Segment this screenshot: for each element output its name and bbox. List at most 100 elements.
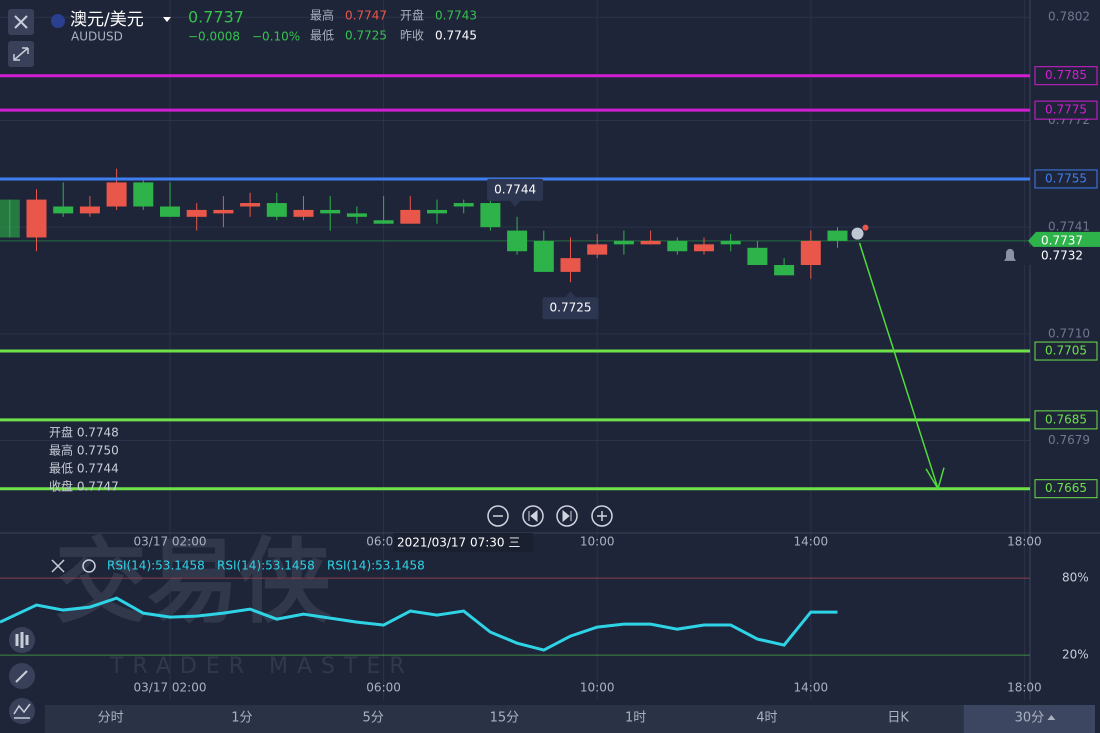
candle-body [266, 203, 287, 217]
annotation-pointer [510, 200, 521, 207]
price-tag-label: 0.7685 [1045, 412, 1087, 426]
symbol-name[interactable]: 澳元/美元 [70, 10, 144, 30]
legend-entry: RSI(14):53.1458 [327, 559, 425, 573]
x-tick-label: 03/17 02:00 [134, 535, 207, 549]
last-marker-dot [862, 224, 869, 231]
watermark-en: TRADER MASTER [109, 654, 414, 679]
tab[interactable]: 1分 [231, 711, 252, 726]
y-tick-label: 80% [1062, 571, 1089, 585]
candle-body [79, 206, 100, 214]
legend-entry: RSI(14):53.1458 [217, 559, 315, 573]
annotation-box [487, 178, 544, 201]
annotation-box [542, 297, 599, 320]
candle-body [373, 220, 394, 224]
candle-body [53, 206, 74, 214]
alert-bell[interactable] [1004, 248, 1016, 261]
candle-body [160, 206, 180, 217]
last-price-tag [1028, 231, 1100, 250]
tab[interactable]: 5分 [362, 711, 383, 726]
candle-body [293, 209, 314, 217]
candle-body [480, 203, 501, 228]
price-tag [1034, 410, 1098, 430]
candle-body [694, 244, 714, 252]
tab[interactable]: 15分 [490, 711, 520, 726]
candle-body [106, 182, 127, 207]
annotation-pointer [565, 291, 576, 298]
price-tag-label: 0.7785 [1045, 68, 1087, 82]
candle-body [827, 230, 848, 241]
tab[interactable]: 日K [887, 711, 909, 726]
rsi-close[interactable] [51, 559, 65, 573]
x-tick-label: 06:00 [366, 681, 401, 695]
symbol-code: AUDUSD [71, 30, 123, 44]
stat-value: 0.7745 [435, 29, 477, 43]
chart-type-icon [13, 703, 31, 719]
y-tick-label: 0.7741 [1048, 220, 1090, 234]
legend-entry: RSI(14):53.1458 [107, 559, 205, 573]
change-pct: −0.10% [252, 30, 300, 44]
y-tick-label: 0.7679 [1048, 433, 1090, 447]
price-tag-label: 0.7755 [1045, 171, 1087, 185]
alert-tag [1000, 246, 1100, 265]
candle-body [320, 209, 341, 214]
nav-buttons [487, 505, 613, 527]
last-price-label: 0.7737 [1041, 233, 1083, 247]
candle-body [0, 199, 20, 238]
alert-price-label: 0.7732 [1041, 248, 1083, 262]
ohlc-legend: 最高 0.7750 [49, 443, 119, 458]
candle-body [774, 265, 795, 276]
stat-label: 开盘 [400, 8, 424, 23]
candle-body [133, 182, 154, 207]
candle-body [453, 203, 474, 207]
change: −0.0008 [188, 30, 240, 44]
y-tick-label: 0.7710 [1048, 326, 1090, 340]
price-tag [1034, 169, 1098, 189]
stat-label: 最高 [310, 8, 334, 23]
candle-body [213, 209, 234, 214]
x-tick-label: 03/17 02:00 [134, 681, 207, 695]
stat-value: 0.7725 [345, 29, 387, 43]
flag-icon [51, 14, 65, 28]
x-tick-label: 10:00 [580, 681, 615, 695]
nav-arrows [528, 509, 572, 523]
tab[interactable]: 4时 [756, 711, 777, 726]
draw-icon [15, 670, 28, 683]
candle-body [507, 230, 528, 252]
annotation-label: 0.7744 [494, 182, 536, 196]
ohlc-legend: 最低 0.7744 [49, 462, 119, 476]
candle-body [613, 240, 634, 245]
candle-body [240, 203, 261, 207]
price-tag [1034, 479, 1098, 499]
tab[interactable]: 1时 [625, 711, 646, 726]
candle-body [560, 258, 581, 272]
tab[interactable]: 30分 [1015, 711, 1045, 726]
crosshair-time-box [393, 533, 533, 552]
last-marker [851, 227, 864, 240]
x-tick-label: 06:00 [366, 535, 401, 549]
x-tick-label: 18:00 [1007, 681, 1042, 695]
ohlc-legend: 收盘 0.7747 [49, 479, 119, 494]
x-tick-label: 14:00 [794, 681, 829, 695]
price-tag-label: 0.7775 [1045, 103, 1087, 117]
collapse-icon [13, 47, 29, 61]
candle-body [587, 244, 608, 255]
price-tag [1034, 66, 1098, 86]
tab-caret [1047, 715, 1056, 720]
symbol-dropdown[interactable] [163, 17, 171, 22]
candle-body [667, 240, 688, 252]
chart-type-button[interactable] [9, 698, 35, 724]
price-tag [1034, 100, 1098, 120]
candle-body [800, 240, 821, 265]
candle-body [186, 209, 207, 217]
x-tick-label: 14:00 [794, 535, 829, 549]
stat-value: 0.7743 [435, 9, 477, 23]
x-tick-label: 10:00 [580, 535, 615, 549]
rsi-settings[interactable] [82, 559, 96, 573]
candle-body [720, 240, 741, 245]
stat-label: 昨收 [400, 29, 424, 43]
tab[interactable]: 分时 [98, 711, 124, 726]
price-tag-label: 0.7665 [1045, 481, 1087, 495]
stat-label: 最低 [310, 29, 334, 43]
y-tick-label: 0.7802 [1048, 10, 1090, 24]
